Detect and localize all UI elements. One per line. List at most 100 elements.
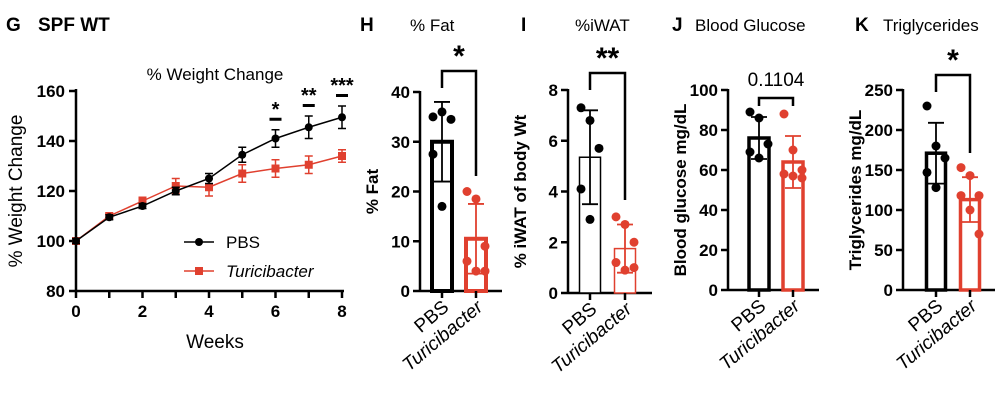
significance-label: *	[947, 44, 959, 77]
y-tick-label: 100	[690, 81, 718, 100]
data-point	[797, 173, 807, 183]
legend-label: Turicibacter	[226, 262, 315, 281]
significance-dash	[302, 104, 315, 107]
data-point	[620, 265, 630, 275]
data-point	[745, 147, 755, 157]
y-tick-label: 20	[699, 241, 718, 260]
y-tick-label: 150	[865, 161, 893, 180]
data-point	[965, 205, 975, 215]
data-point	[271, 164, 280, 173]
data-point	[437, 107, 447, 117]
data-point	[974, 191, 984, 201]
data-point	[754, 113, 764, 123]
data-point	[480, 266, 490, 276]
data-point	[471, 266, 481, 276]
data-point	[72, 237, 80, 245]
y-tick-label: 10	[391, 232, 410, 251]
data-point	[940, 153, 950, 163]
data-point	[620, 219, 630, 229]
data-point	[629, 263, 639, 273]
y-tick-label: 40	[391, 83, 410, 102]
bar-group-turicibacter	[779, 109, 807, 292]
chart-title: % Weight Change	[147, 65, 284, 84]
y-tick-label: 160	[37, 82, 65, 101]
data-point	[779, 109, 789, 119]
bar-group-pbs	[576, 103, 604, 294]
y-tick-label: 200	[865, 121, 893, 140]
significance-bracket	[757, 96, 795, 106]
chart-title: Blood Glucose	[695, 16, 806, 35]
legend-marker	[195, 238, 203, 246]
legend-marker	[195, 267, 203, 275]
chart-title: % Fat	[410, 16, 455, 35]
significance-label: **	[596, 42, 620, 75]
data-point	[271, 134, 280, 143]
data-point	[788, 145, 798, 155]
data-point	[611, 258, 621, 268]
significance-bracket	[588, 71, 627, 200]
data-point	[594, 143, 604, 153]
panel-g: G SPF WT % Weight Change 80 100 120 140 160 0 2 4 6…	[6, 15, 354, 353]
panel-letter: I	[521, 15, 526, 36]
data-point	[238, 169, 247, 178]
y-tick-label: 0	[709, 281, 718, 300]
y-axis-label: % Fat	[363, 168, 382, 214]
data-point	[462, 256, 472, 266]
significance-label: 0.1104	[748, 70, 805, 91]
bar-group-pbs	[922, 101, 950, 292]
data-point	[922, 101, 932, 111]
x-tick-label: 8	[337, 302, 346, 321]
data-point	[585, 214, 595, 224]
significance-label: ***	[330, 75, 354, 97]
data-point	[471, 194, 481, 204]
panel-letter: K	[855, 15, 869, 36]
data-point	[437, 201, 447, 211]
series-pbs	[72, 105, 346, 245]
data-point	[480, 241, 490, 251]
x-tick-label: 6	[271, 302, 280, 321]
data-point	[428, 149, 438, 159]
data-point	[763, 139, 773, 149]
x-tick-label: 0	[71, 302, 80, 321]
bar-group-turicibacter	[956, 163, 984, 292]
bar-group-turicibacter	[462, 187, 490, 293]
legend-label: PBS	[226, 233, 260, 252]
data-point	[446, 114, 456, 124]
y-tick-label: 8	[549, 81, 558, 100]
data-point	[462, 187, 472, 196]
y-axis-label: % iWAT of body Wt	[511, 114, 530, 268]
y-tick-label: 20	[391, 183, 410, 202]
y-tick-label: 6	[549, 132, 558, 151]
data-point	[304, 123, 313, 132]
data-point	[585, 115, 595, 125]
chart-title: Triglycerides	[883, 16, 979, 35]
x-axis-label: Weeks	[186, 332, 244, 353]
data-point	[754, 153, 764, 163]
y-tick-label: 250	[865, 81, 893, 100]
data-point	[576, 184, 586, 194]
significance-dash	[269, 117, 282, 121]
panel-letter: H	[360, 15, 374, 36]
data-point	[171, 182, 180, 190]
y-tick-label: 2	[549, 233, 558, 252]
data-point	[238, 150, 247, 159]
y-tick-label: 50	[874, 241, 893, 260]
data-point	[629, 237, 639, 247]
data-point	[428, 112, 438, 122]
data-point	[205, 174, 213, 183]
chart-title: %iWAT	[575, 16, 630, 35]
significance-label: *	[272, 99, 280, 121]
x-tick-label: 2	[138, 302, 147, 321]
bar-group-pbs	[428, 101, 456, 293]
panel-letter: G	[6, 15, 21, 36]
series-turicibacter	[72, 149, 346, 245]
y-tick-label: 4	[549, 183, 559, 202]
data-point	[974, 229, 984, 239]
bar-group-turicibacter	[611, 212, 639, 294]
panel-heading: SPF WT	[38, 15, 110, 36]
data-point	[956, 191, 966, 201]
data-point	[576, 103, 586, 113]
x-tick-label: 4	[204, 302, 214, 321]
